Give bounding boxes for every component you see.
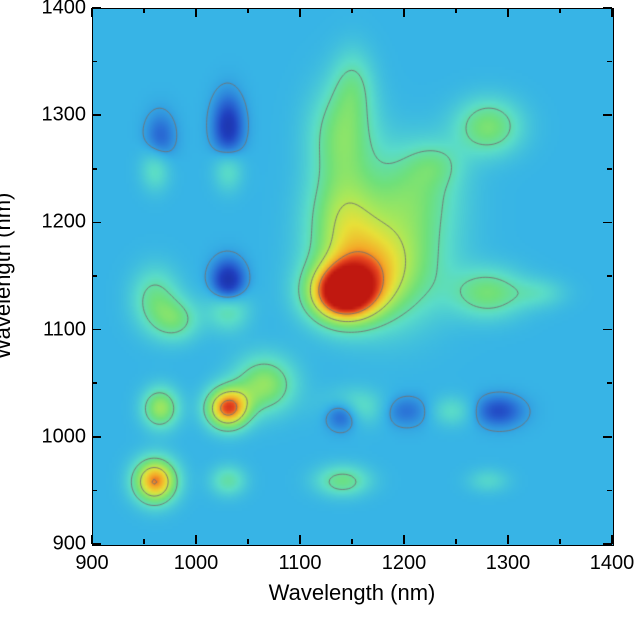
x-tick-label: 1100 [278,552,321,575]
x-tick-label: 1000 [174,552,219,575]
heatmap-surface [93,9,613,545]
y-tick-label: 1300 [28,104,86,127]
x-tick-label: 1300 [486,552,531,575]
y-axis-label: Wavelength (nm) [0,193,16,360]
correlation-heatmap: Wavelength (nm) Wavelength (nm) 900 1000 1… [0,0,634,624]
x-tick-label: 1400 [590,552,634,575]
plot-area [92,8,614,546]
y-tick-label: 900 [28,533,86,556]
y-tick-label: 1000 [28,425,86,448]
x-axis-label: Wavelength (nm) [269,580,436,606]
y-tick-label: 1400 [28,0,86,20]
y-tick-label: 1200 [28,211,86,234]
y-tick-label: 1100 [28,318,86,341]
x-tick-label: 1200 [382,552,427,575]
